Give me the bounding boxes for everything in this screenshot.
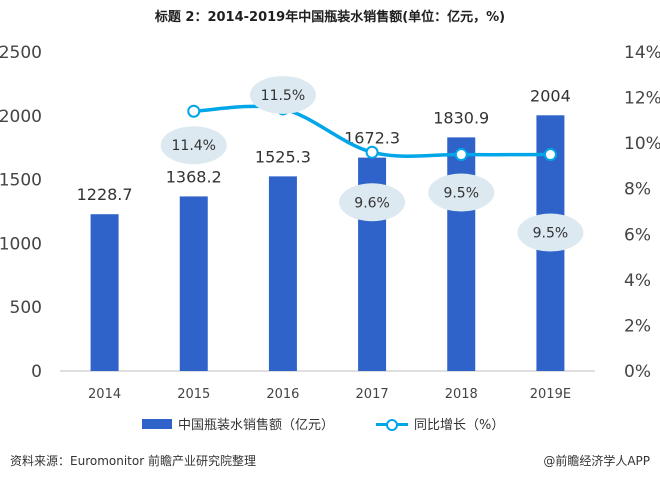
- growth-point: [365, 145, 379, 159]
- y-left-tick-label: 2500: [0, 43, 42, 63]
- growth-label-bubble: [160, 126, 227, 165]
- x-tick-label: 2015: [177, 387, 210, 402]
- y-left-tick-label: 2000: [0, 107, 42, 127]
- growth-label-bubble: [249, 75, 316, 114]
- bar-value-label: 1368.2: [166, 167, 222, 186]
- bar-value-label: 1672.3: [344, 129, 400, 148]
- chart-area: 0 500 1000 1500 2000 2500 0% 2% 4% 6% 8% 10% 12% 14% 2…: [0, 43, 660, 402]
- growth-point: [543, 148, 557, 162]
- source-note: 资料来源：Euromonitor 前瞻产业研究院整理: [10, 454, 256, 468]
- bar-value-label: 2004: [530, 86, 571, 105]
- bar: [268, 176, 297, 371]
- legend-growth-label: 同比增长（%）: [414, 418, 505, 433]
- growth-value-label: 9.5%: [443, 186, 479, 202]
- y-left-tick-label: 0: [31, 362, 42, 382]
- brand-credit: @前瞻经济学人APP: [543, 454, 650, 468]
- legend-item-growth[interactable]: 同比增长（%）: [376, 414, 504, 433]
- legend-item-sales[interactable]: 中国瓶装水销售额（亿元）: [142, 414, 334, 433]
- growth-value-label: 11.5%: [261, 88, 305, 104]
- x-tick-label: 2014: [88, 387, 121, 402]
- bar-value-label: 1830.9: [433, 108, 489, 127]
- x-tick-label: 2018: [445, 387, 478, 402]
- growth-label-bubble: [428, 173, 495, 212]
- chart-title: 标题 2：2014-2019年中国瓶装水销售额(单位：亿元，%): [154, 10, 506, 25]
- y-right-tick-label: 4%: [624, 271, 651, 291]
- growth-label-bubble: [339, 183, 406, 222]
- growth-value-label: 11.4%: [172, 138, 216, 154]
- x-tick-label: 2017: [356, 387, 389, 402]
- legend: 中国瓶装水销售额（亿元） 同比增长（%）: [0, 414, 660, 436]
- growth-point: [454, 148, 468, 162]
- y-left-tick-label: 1500: [0, 171, 42, 191]
- growth-point: [187, 104, 201, 118]
- growth-value-label: 9.6%: [354, 195, 390, 211]
- x-tick-label: 2019E: [530, 387, 571, 402]
- y-right-tick-label: 10%: [624, 134, 660, 154]
- legend-bar-swatch: [142, 418, 172, 429]
- bar-value-label: 1228.7: [77, 185, 133, 204]
- legend-line-swatch: [376, 418, 408, 431]
- y-right-tick-label: 2%: [624, 316, 651, 336]
- growth-label-bubble: [517, 213, 584, 252]
- bar: [179, 196, 208, 371]
- x-tick-label: 2016: [266, 387, 299, 402]
- legend-sales-label: 中国瓶装水销售额（亿元）: [178, 418, 335, 433]
- y-right-tick-label: 6%: [624, 225, 651, 245]
- growth-value-label: 9.5%: [533, 226, 569, 242]
- y-right-tick-label: 14%: [624, 43, 660, 63]
- y-right-tick-label: 12%: [624, 89, 660, 109]
- bar: [90, 214, 119, 371]
- y-right-tick-label: 0%: [624, 362, 651, 382]
- y-right-tick-label: 8%: [624, 180, 651, 200]
- y-left-tick-label: 1000: [0, 234, 42, 254]
- bar: [447, 137, 476, 371]
- bar-value-label: 1525.3: [255, 147, 311, 166]
- y-left-tick-label: 500: [10, 298, 42, 318]
